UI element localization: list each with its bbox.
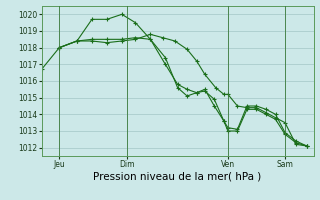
X-axis label: Pression niveau de la mer( hPa ): Pression niveau de la mer( hPa )	[93, 172, 262, 182]
